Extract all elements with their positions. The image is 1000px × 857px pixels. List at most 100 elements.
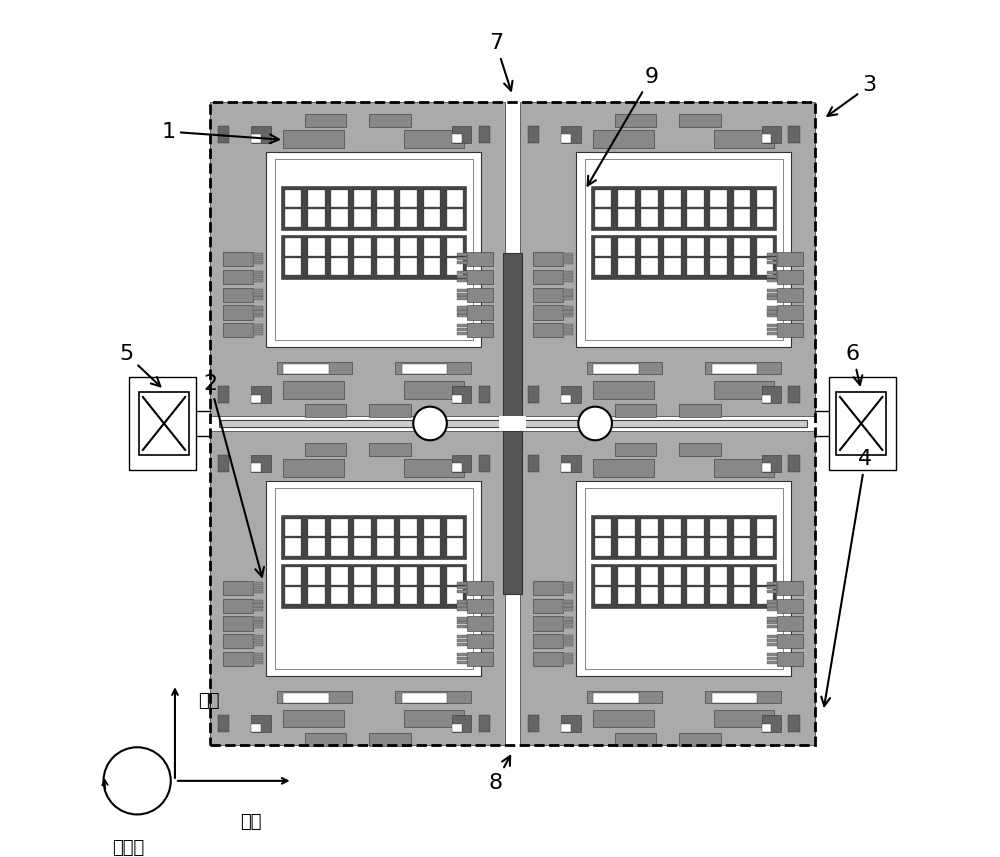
Bar [452,463,462,472]
Bar [762,126,781,143]
Bar [679,405,721,417]
Bar [223,288,253,302]
Bar [576,153,791,347]
Bar [687,567,704,584]
Bar [457,590,467,593]
Bar [457,617,467,620]
Bar [457,274,467,278]
Bar [331,567,348,584]
Bar [308,209,325,227]
Bar [251,454,271,472]
Bar [457,292,467,296]
Bar [528,454,539,472]
Bar [664,567,681,584]
Bar [457,621,467,625]
Bar [253,292,263,296]
Bar [615,733,656,746]
Bar [479,715,490,732]
Bar [219,420,807,427]
Bar [563,657,573,660]
Bar [767,644,777,646]
Bar [305,443,346,456]
Bar [452,387,471,404]
Bar [615,405,656,417]
Bar [354,190,371,207]
Bar [533,598,563,613]
Bar [563,271,573,273]
Bar [331,209,348,227]
Bar [210,102,815,745]
Bar [563,644,573,646]
Bar [563,608,573,610]
Bar [283,710,344,728]
Bar [757,209,773,227]
Bar [377,518,394,536]
Bar [452,715,471,732]
Bar [402,693,447,704]
Bar [253,639,263,643]
Bar [533,270,563,284]
Bar [664,258,681,275]
Bar [679,443,721,456]
Bar [467,634,493,649]
Bar [591,186,776,231]
Bar [305,405,346,417]
Circle shape [413,407,447,440]
Bar [457,310,467,314]
Bar [767,292,777,296]
Bar [618,258,635,275]
Bar [767,297,777,300]
Bar [767,639,777,643]
Bar [563,292,573,296]
Bar [281,186,466,231]
Bar [223,270,253,284]
Bar [734,538,750,555]
Text: 9: 9 [588,67,658,186]
Bar [308,190,325,207]
Bar [305,733,346,746]
Bar [563,585,573,589]
Bar [710,190,727,207]
Bar [788,387,800,404]
Bar [734,238,750,256]
Bar [457,315,467,317]
Bar [618,190,635,207]
Bar [400,238,417,256]
Bar [210,431,505,745]
Bar [767,582,777,584]
Bar [595,258,611,275]
Bar [377,586,394,604]
Bar [762,135,771,143]
Bar [563,639,573,643]
Bar [377,209,394,227]
Bar [223,252,253,266]
Bar [457,279,467,282]
Bar [528,715,539,732]
Bar [377,567,394,584]
Bar [561,126,581,143]
Bar [777,616,803,631]
Bar [615,443,656,456]
Bar [767,261,777,264]
Bar [402,364,447,375]
Bar [563,626,573,628]
Bar [404,710,464,728]
Bar [533,323,563,338]
Bar [223,598,253,613]
Bar [308,258,325,275]
Bar [664,586,681,604]
Bar [223,323,253,338]
Bar [447,567,463,584]
Bar [563,261,573,264]
Bar [283,381,344,399]
Bar [520,431,815,745]
Bar [734,567,750,584]
Bar [277,362,352,375]
Bar [641,567,658,584]
Bar [281,235,466,279]
Bar [251,135,261,143]
Bar [679,733,721,746]
Bar [457,257,467,260]
Bar [777,288,803,302]
Bar [253,289,263,291]
